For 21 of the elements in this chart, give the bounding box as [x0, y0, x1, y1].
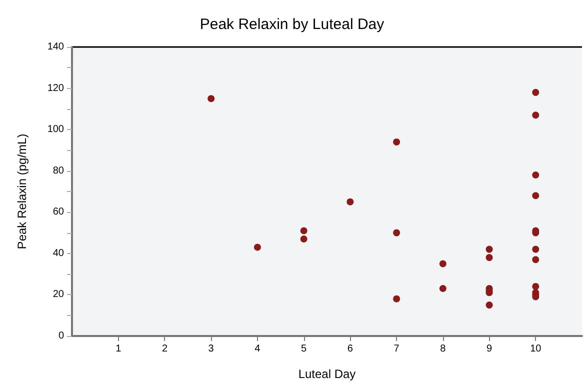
x-tick-label: 5 [301, 344, 308, 354]
y-tick-label: 100 [47, 124, 64, 136]
x-tick-label: 4 [254, 344, 261, 354]
x-tick-label: 9 [486, 344, 492, 354]
y-axis-title: Peak Relaxin (pg/mL) [15, 134, 29, 250]
y-tick-label: 40 [52, 248, 64, 259]
x-tick-label: 7 [394, 344, 400, 354]
x-tick-label: 10 [530, 344, 542, 354]
x-axis-title: Luteal Day [298, 367, 356, 381]
x-tick-label: 3 [208, 344, 214, 354]
y-tick-label: 80 [52, 165, 64, 176]
y-tick-label: 0 [58, 330, 64, 342]
chart-title: Peak Relaxin by Luteal Day [200, 16, 385, 33]
y-tick-label: 20 [52, 289, 64, 300]
x-tick-label: 6 [347, 344, 354, 354]
x-tick-label: 1 [116, 344, 122, 354]
y-tick-label: 60 [52, 206, 64, 218]
x-tick-label: 2 [162, 344, 168, 354]
x-tick-label: 8 [440, 344, 446, 354]
y-tick-label: 140 [47, 42, 64, 52]
y-tick-label: 120 [47, 82, 64, 94]
